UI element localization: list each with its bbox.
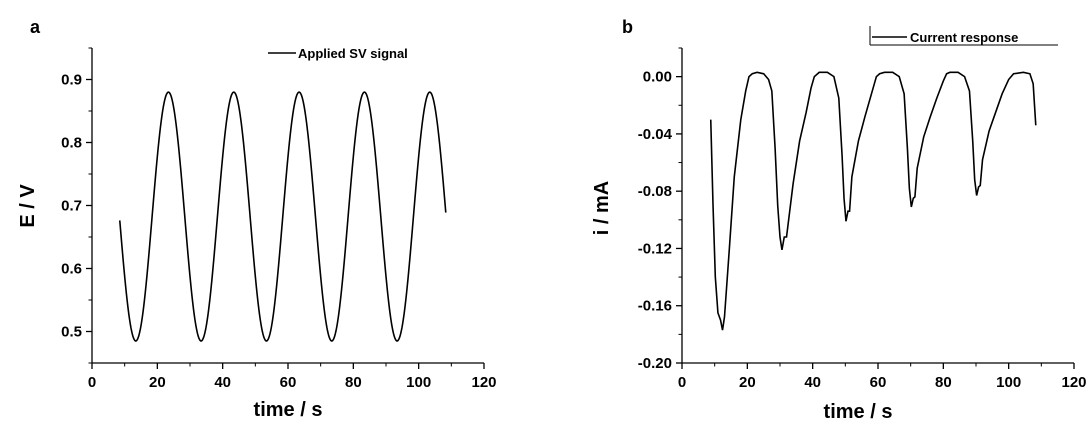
y-tick-label: 0.9	[61, 72, 82, 89]
panel-b-series-line	[709, 71, 1037, 331]
x-tick-label: 60	[870, 374, 887, 391]
y-tick-label: 0.5	[61, 324, 82, 341]
y-tick-label: 0.8	[61, 135, 82, 152]
panel-a-y-axis-title: E / V	[17, 184, 39, 228]
y-tick-label: -0.12	[638, 240, 672, 257]
x-tick-label: 0	[88, 374, 96, 391]
panel-a-ticks: 0 20 40 60 80 100 120 0.5 0.6 0.7 0.8 0.9	[61, 47, 497, 391]
y-tick-label: 0.00	[643, 69, 672, 86]
panel-a-x-axis-title: time / s	[254, 399, 323, 421]
panel-a: a 0 20 40 60 80 100 120 0.5 0.6 0.7 0.8 0.9 Applied…	[17, 17, 497, 421]
panel-b-ticks: 0 20 40 60 80 100 120 0.00 -0.04 -0.08 -0.12 -0.16 -…	[638, 47, 1087, 391]
panel-b-legend-label: Current response	[910, 30, 1018, 45]
panel-b-y-axis-title: i / mA	[591, 181, 613, 235]
y-tick-label: -0.16	[638, 298, 672, 315]
y-tick-label: -0.04	[638, 126, 673, 143]
x-tick-label: 40	[804, 374, 821, 391]
x-tick-label: 100	[406, 374, 431, 391]
x-tick-label: 60	[280, 374, 297, 391]
y-tick-label: 0.6	[61, 261, 82, 278]
x-tick-label: 40	[214, 374, 231, 391]
y-tick-label: 0.7	[61, 198, 82, 215]
x-tick-label: 80	[935, 374, 952, 391]
x-tick-label: 120	[471, 374, 496, 391]
panel-a-label: a	[30, 17, 41, 37]
panel-b: b 0 20 40 60 80 100 120 0.00 -0.04 -0.08 -0.12 -0.1…	[591, 17, 1087, 423]
y-tick-label: -0.20	[638, 355, 672, 372]
panel-b-label: b	[622, 17, 633, 37]
x-tick-label: 0	[678, 374, 686, 391]
x-tick-label: 80	[345, 374, 362, 391]
panel-a-legend-label: Applied SV signal	[298, 46, 408, 61]
x-tick-label: 120	[1061, 374, 1086, 391]
panel-b-x-axis-title: time / s	[824, 401, 893, 423]
x-tick-label: 20	[149, 374, 166, 391]
y-tick-label: -0.08	[638, 183, 672, 200]
panel-a-series-line	[118, 91, 447, 342]
x-tick-label: 20	[739, 374, 756, 391]
x-tick-label: 100	[996, 374, 1021, 391]
